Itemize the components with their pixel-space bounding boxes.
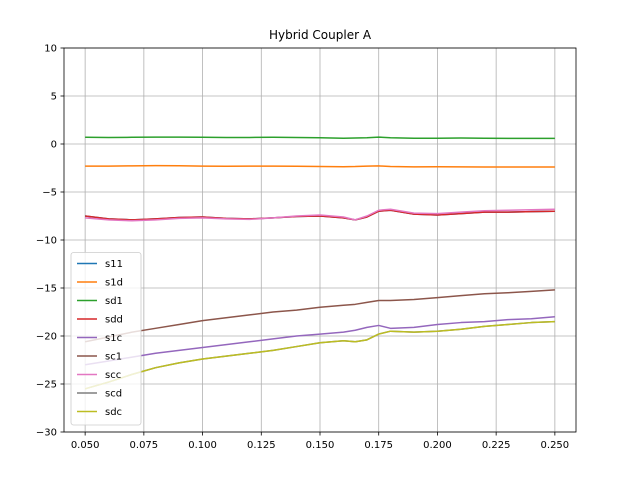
x-tick-label: 0.225 bbox=[482, 440, 511, 451]
x-tick-label: 0.250 bbox=[541, 440, 570, 451]
x-tick-label: 0.150 bbox=[306, 440, 335, 451]
legend-label: sdd bbox=[105, 315, 123, 326]
y-tick-label: −10 bbox=[36, 236, 57, 247]
series-line-sdc bbox=[84, 320, 555, 390]
series-line-sd1 bbox=[85, 136, 555, 140]
y-tick-label: 5 bbox=[51, 92, 57, 103]
x-tick-label: 0.050 bbox=[71, 440, 100, 451]
legend-label: sd1 bbox=[105, 296, 123, 307]
series-line-s1c bbox=[85, 316, 555, 366]
grid-lines bbox=[64, 47, 576, 433]
chart-title: Hybrid Coupler A bbox=[269, 28, 372, 42]
legend-label: s11 bbox=[105, 259, 123, 270]
legend: s11 s1d sd1 sdd s1c sc1 scc scd sdc bbox=[70, 252, 142, 426]
y-tick-label: −30 bbox=[36, 428, 57, 439]
y-tick-label: −25 bbox=[36, 380, 57, 391]
legend-label: s1c bbox=[105, 333, 122, 344]
x-tick-label: 0.175 bbox=[364, 440, 393, 451]
legend-box bbox=[70, 252, 142, 426]
series-line-sdd bbox=[85, 209, 555, 221]
series-line-s1d bbox=[85, 164, 555, 168]
x-tick-label: 0.200 bbox=[423, 440, 452, 451]
legend-label: sdc bbox=[105, 407, 122, 418]
y-tick-label: 0 bbox=[51, 140, 57, 151]
series-lines bbox=[84, 136, 555, 390]
x-axis: 0.050 0.075 0.100 0.125 0.150 0.175 0.200 0.225… bbox=[71, 432, 569, 451]
y-tick-label: −20 bbox=[36, 332, 57, 343]
x-tick-label: 0.100 bbox=[188, 440, 217, 451]
legend-label: scd bbox=[105, 389, 122, 400]
legend-label: sc1 bbox=[105, 352, 122, 363]
legend-label: s1d bbox=[105, 278, 123, 289]
x-tick-label: 0.075 bbox=[130, 440, 159, 451]
y-tick-label: 10 bbox=[44, 44, 57, 55]
series-line-sc1 bbox=[84, 289, 555, 343]
series-line-scc bbox=[85, 208, 555, 222]
y-tick-label: −15 bbox=[36, 284, 57, 295]
y-tick-label: −5 bbox=[42, 188, 57, 199]
x-tick-label: 0.125 bbox=[247, 440, 276, 451]
y-axis: 10 5 0 −5 −10 −15 −20 −25 −30 bbox=[36, 44, 64, 439]
legend-label: scc bbox=[105, 370, 121, 381]
